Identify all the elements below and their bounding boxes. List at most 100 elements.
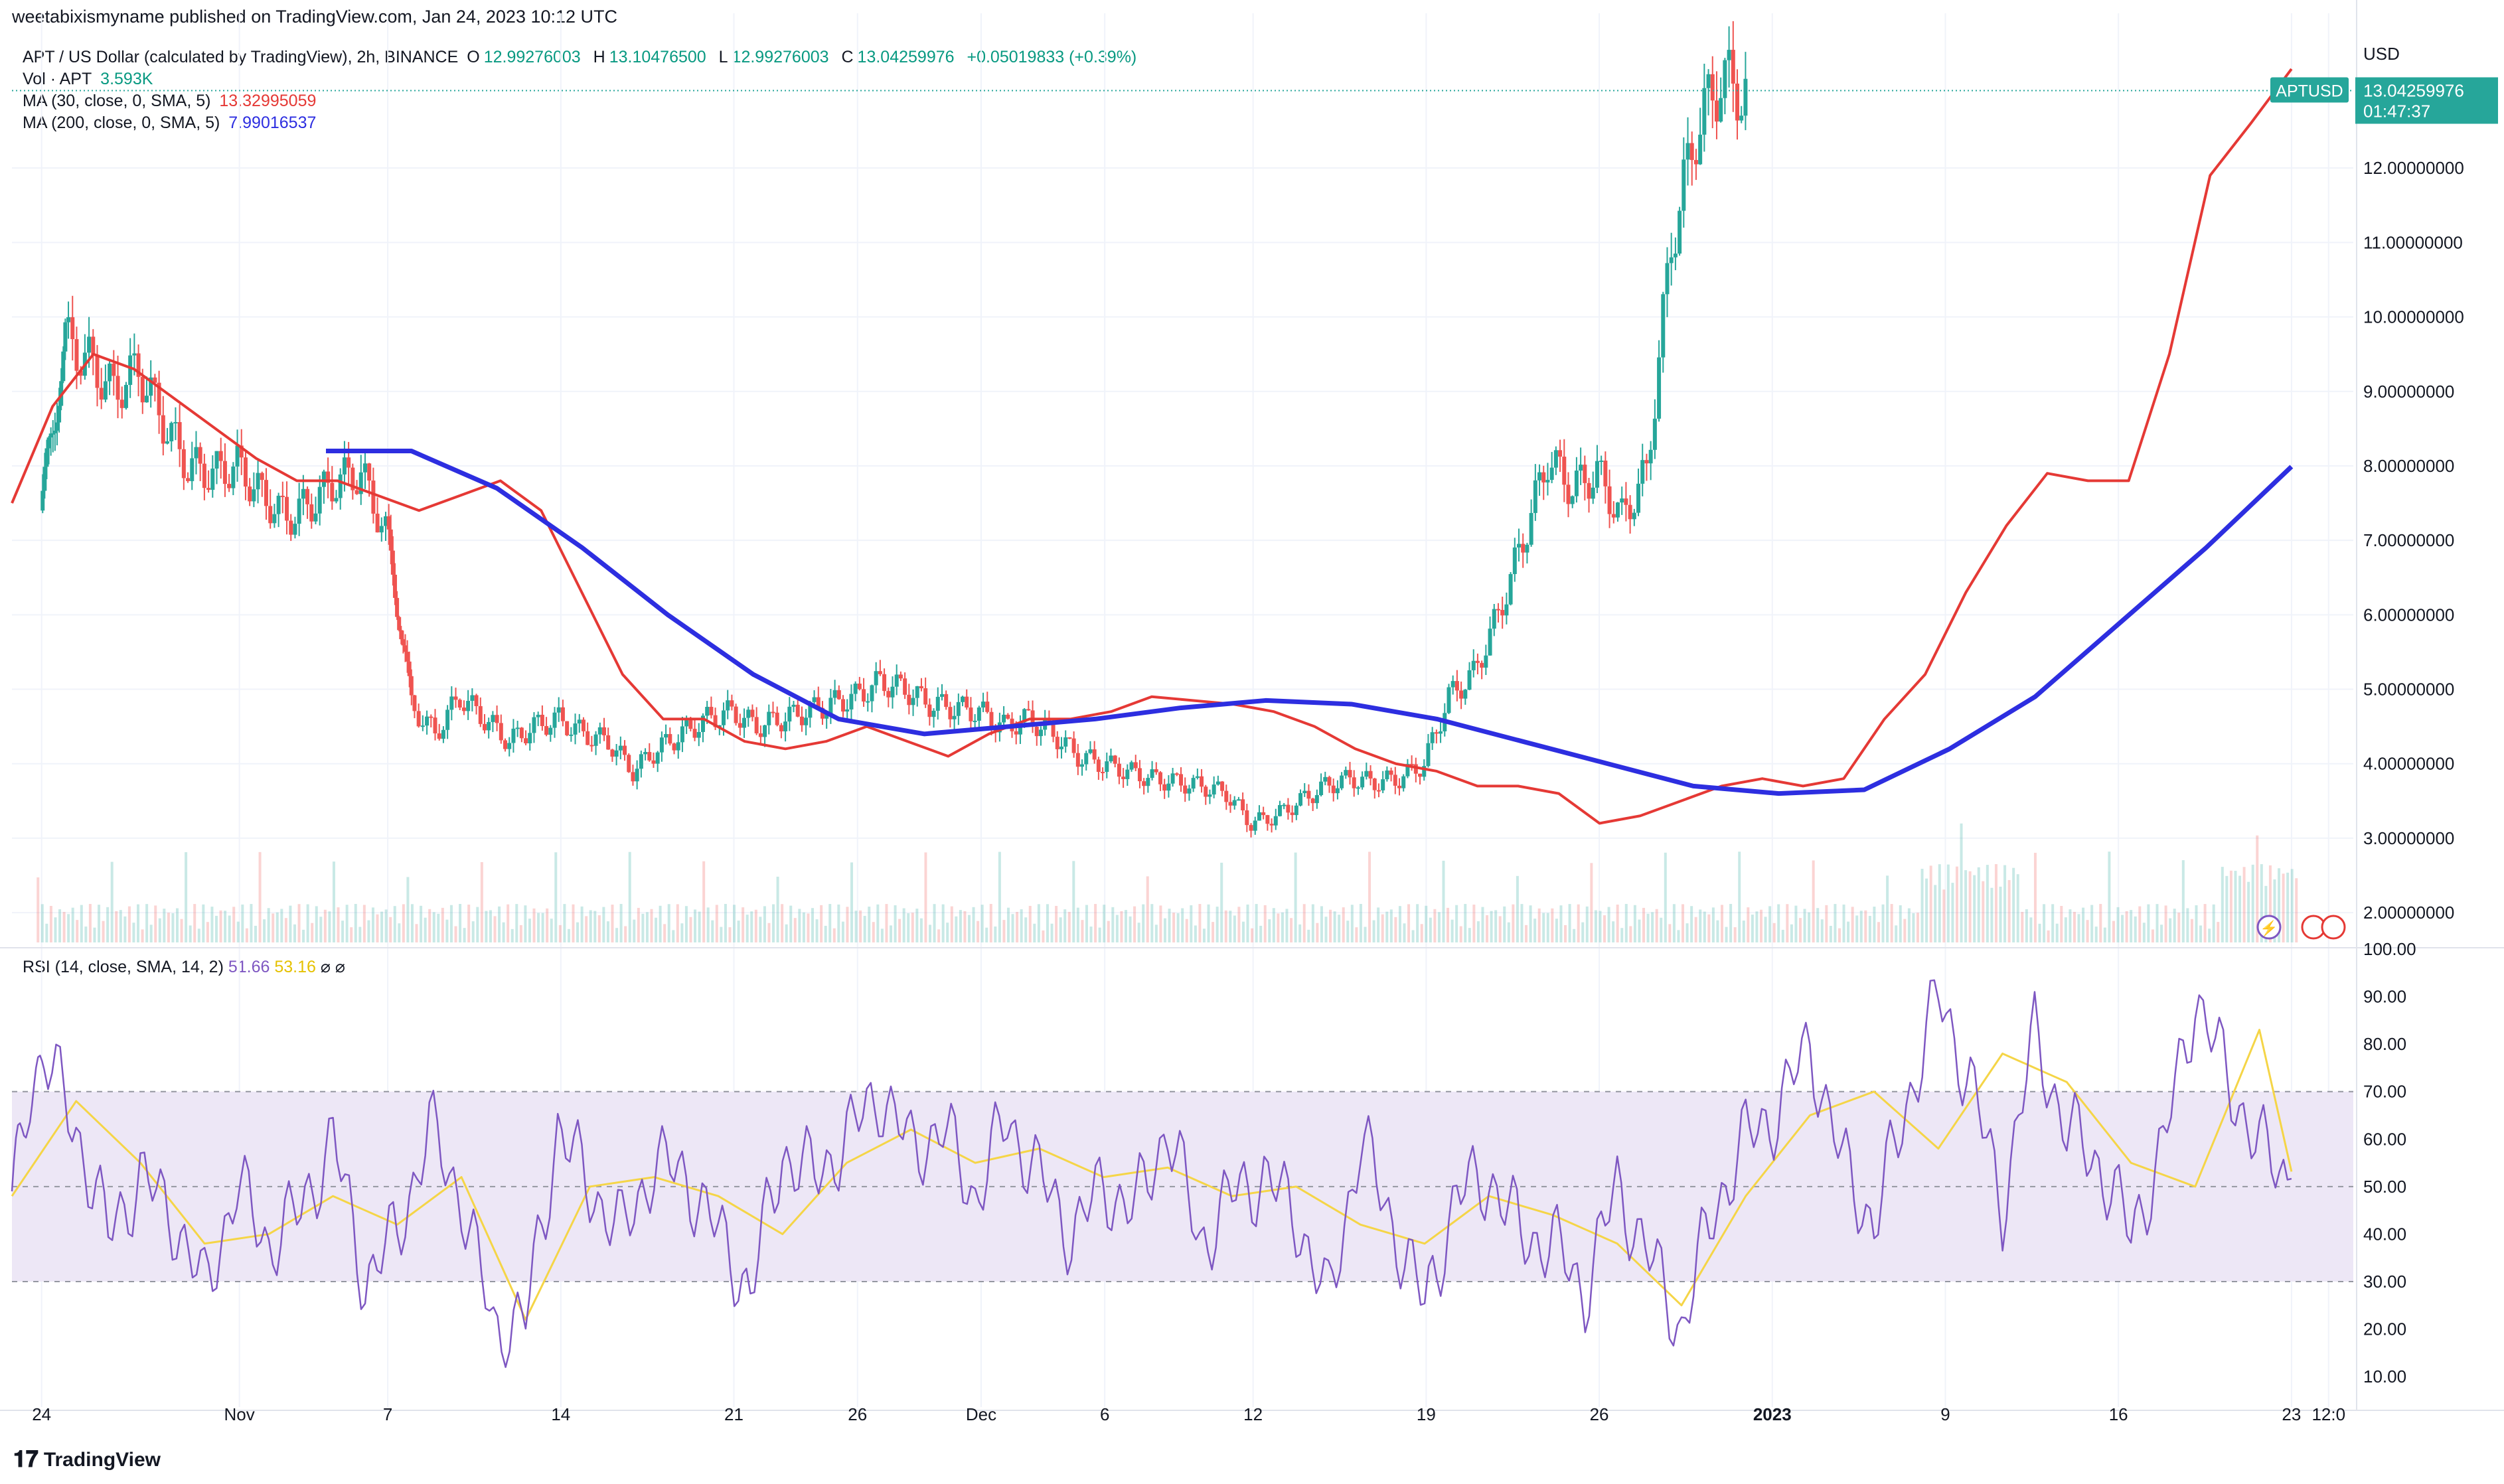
candle-body-16-3 xyxy=(392,574,397,598)
volume-bar-196 xyxy=(890,925,893,942)
volume-bar-320 xyxy=(1429,917,1432,942)
rsi-legend[interactable]: RSI (14, close, SMA, 14, 2) 51.66 53.16 … xyxy=(23,957,345,977)
ma200-legend[interactable]: MA (200, close, 0, SMA, 5) 7.99016537 xyxy=(23,113,320,133)
candle-body-57-5 xyxy=(1397,785,1402,788)
time-tick-10: 26 xyxy=(1590,1404,1609,1424)
candle-body-34-4 xyxy=(824,713,829,719)
volume-bar-232 xyxy=(1046,904,1049,942)
time-tick-6: Dec xyxy=(966,1404,996,1424)
candle-body-10-3 xyxy=(252,489,256,502)
volume-bar-491 xyxy=(2173,909,2176,942)
volume-bar-138 xyxy=(637,907,640,942)
candle-body-27-1 xyxy=(639,754,643,769)
candle-body-17-5 xyxy=(409,676,414,696)
candle-body-11-1 xyxy=(268,506,273,524)
candle-body-55-5 xyxy=(1348,770,1352,778)
volume-bar-463 xyxy=(2051,904,2055,942)
volume-bar-233 xyxy=(1050,923,1054,942)
candle-body-2-2 xyxy=(57,406,62,423)
symbol-legend[interactable]: APT / US Dollar (calculated by TradingVi… xyxy=(23,48,1140,67)
volume-bar-28 xyxy=(158,918,161,942)
candle-body-54-5 xyxy=(1323,777,1328,782)
volume-bar-141 xyxy=(650,909,653,942)
volume-bar-366 xyxy=(1629,926,1632,942)
candle-body-31-2 xyxy=(742,717,747,728)
volume-bar-376 xyxy=(1672,904,1676,942)
volume-bar-74 xyxy=(358,927,362,942)
volume-bar-461 xyxy=(2043,904,2046,942)
volume-bar-81 xyxy=(389,917,392,942)
volume-bar-156 xyxy=(715,905,718,942)
volume-bar-290 xyxy=(1298,924,1302,942)
ma30-legend[interactable]: MA (30, close, 0, SMA, 5) 13.32995059 xyxy=(23,92,320,111)
volume-bar-351 xyxy=(1564,925,1567,942)
volume-bar-329 xyxy=(1468,928,1471,942)
volume-bar-217 xyxy=(980,905,984,942)
volume-bar-421 xyxy=(1868,915,1871,942)
candle-body-25-1 xyxy=(589,745,594,747)
candle-body-28-1 xyxy=(664,734,668,738)
candle-body-71-1 xyxy=(1727,50,1731,60)
candle-body-14-5 xyxy=(358,472,363,494)
candle-body-37-4 xyxy=(898,674,903,679)
candle-body-19-4 xyxy=(453,696,458,700)
candle-body-43-5 xyxy=(1051,721,1056,737)
candle-body-9-0 xyxy=(214,451,219,469)
candle-body-26-2 xyxy=(618,745,623,751)
candle-body-19-1 xyxy=(441,729,445,739)
volume-bar-110 xyxy=(515,904,518,942)
volume-bar-451 xyxy=(1999,886,2002,942)
candle-body-44-3 xyxy=(1067,737,1072,739)
volume-bar-401 xyxy=(1781,929,1784,942)
candle-body-5-4 xyxy=(132,353,137,356)
volume-bar-302 xyxy=(1350,905,1354,942)
volume-bar-77 xyxy=(371,907,374,942)
candle-body-22-1 xyxy=(515,727,520,729)
candle-body-42-2 xyxy=(1014,731,1018,735)
volume-bar-372 xyxy=(1655,909,1658,942)
candle-body-37-1 xyxy=(886,691,891,698)
candle-body-9-2 xyxy=(222,461,227,484)
volume-bar-49 xyxy=(250,904,253,942)
volume-bar-211 xyxy=(955,916,958,942)
candle-body-7-2 xyxy=(173,421,178,423)
volume-bar-176 xyxy=(802,912,805,942)
volume-bar-303 xyxy=(1355,927,1358,942)
currency-label: USD xyxy=(2363,44,2400,64)
volume-bar-494 xyxy=(2186,908,2189,942)
volume-legend[interactable]: Vol · APT 3.593K xyxy=(23,70,157,89)
candle-body-48-4 xyxy=(1170,773,1175,784)
volume-bar-275 xyxy=(1233,915,1236,942)
candle-body-59-0 xyxy=(1426,743,1431,767)
volume-bar-34 xyxy=(185,852,188,942)
volume-bar-159 xyxy=(728,927,732,942)
candle-body-54-0 xyxy=(1302,790,1307,794)
volume-bar-489 xyxy=(2164,905,2167,942)
candle-body-15-4 xyxy=(379,526,384,533)
candle-body-49-0 xyxy=(1179,774,1184,786)
volume-bar-336 xyxy=(1498,916,1502,942)
volume-bar-504 xyxy=(2229,870,2232,942)
volume-bar-94 xyxy=(445,919,449,942)
candle-body-55-1 xyxy=(1331,785,1336,794)
candle-body-66-4 xyxy=(1615,502,1620,518)
candle-body-24-0 xyxy=(560,707,565,721)
volume-bar-62 xyxy=(306,904,309,942)
candle-body-4-1 xyxy=(95,354,100,388)
candle-body-29-1 xyxy=(688,720,693,729)
volume-bar-406 xyxy=(1803,909,1806,942)
volume-bar-173 xyxy=(789,905,793,942)
candle-body-20-3 xyxy=(474,695,479,706)
volume-bar-374 xyxy=(1664,852,1667,942)
candle-body-38-4 xyxy=(923,688,928,705)
volume-bar-371 xyxy=(1651,912,1654,942)
candle-body-53-3 xyxy=(1290,812,1294,816)
volume-bar-123 xyxy=(572,904,575,942)
candle-body-52-5 xyxy=(1273,816,1278,826)
lightning-icon xyxy=(2256,915,2282,940)
footer-brand: 𝟏𝟕 TradingView xyxy=(13,1447,161,1473)
volume-bar-91 xyxy=(432,912,435,942)
volume-bar-246 xyxy=(1107,921,1110,942)
volume-bar-230 xyxy=(1037,904,1040,942)
